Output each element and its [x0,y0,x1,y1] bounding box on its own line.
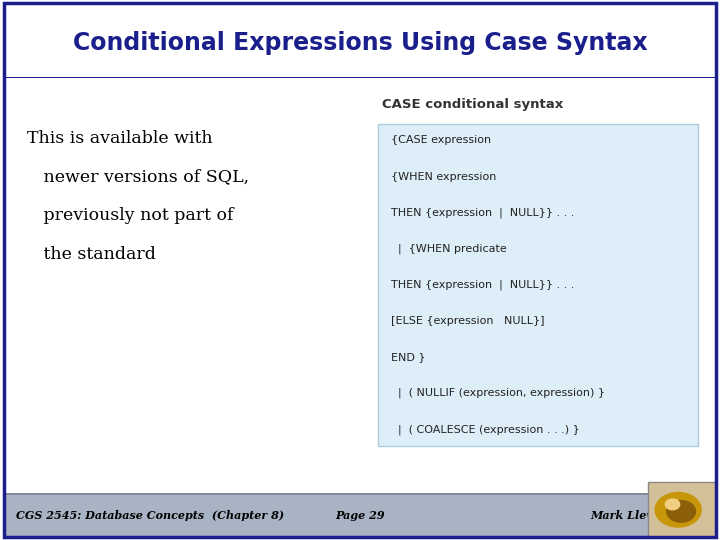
Circle shape [665,499,680,510]
Text: |  {WHEN predicate: | {WHEN predicate [391,244,507,254]
Text: CGS 2545: Database Concepts  (Chapter 8): CGS 2545: Database Concepts (Chapter 8) [16,510,284,521]
Text: This is available with: This is available with [27,130,213,146]
Bar [4,493,716,495]
Text: |  ( COALESCE (expression . . .) }: | ( COALESCE (expression . . .) } [391,424,580,435]
Text: |  ( NULLIF (expression, expression) }: | ( NULLIF (expression, expression) } [391,388,605,399]
Text: newer versions of SQL,: newer versions of SQL, [27,168,250,185]
Text: previously not part of: previously not part of [27,207,234,224]
Text: Mark Llewellyn: Mark Llewellyn [590,510,687,521]
Text: THEN {expression  |  NULL}} . . .: THEN {expression | NULL}} . . . [391,207,575,218]
Text: Page 29: Page 29 [336,510,384,521]
Bar [648,482,716,537]
Circle shape [667,501,696,522]
Bar [378,124,698,446]
Text: END }: END } [391,352,426,362]
Text: [ELSE {expression   NULL}]: [ELSE {expression NULL}] [391,316,544,326]
Text: THEN {expression  |  NULL}} . . .: THEN {expression | NULL}} . . . [391,280,575,290]
Bar [4,493,716,537]
Text: CASE conditional syntax: CASE conditional syntax [382,98,563,111]
Text: {CASE expression: {CASE expression [391,136,491,145]
Text: the standard: the standard [27,246,156,263]
Circle shape [655,492,701,527]
Text: {WHEN expression: {WHEN expression [391,172,496,181]
Text: Conditional Expressions Using Case Syntax: Conditional Expressions Using Case Synta… [73,31,647,55]
